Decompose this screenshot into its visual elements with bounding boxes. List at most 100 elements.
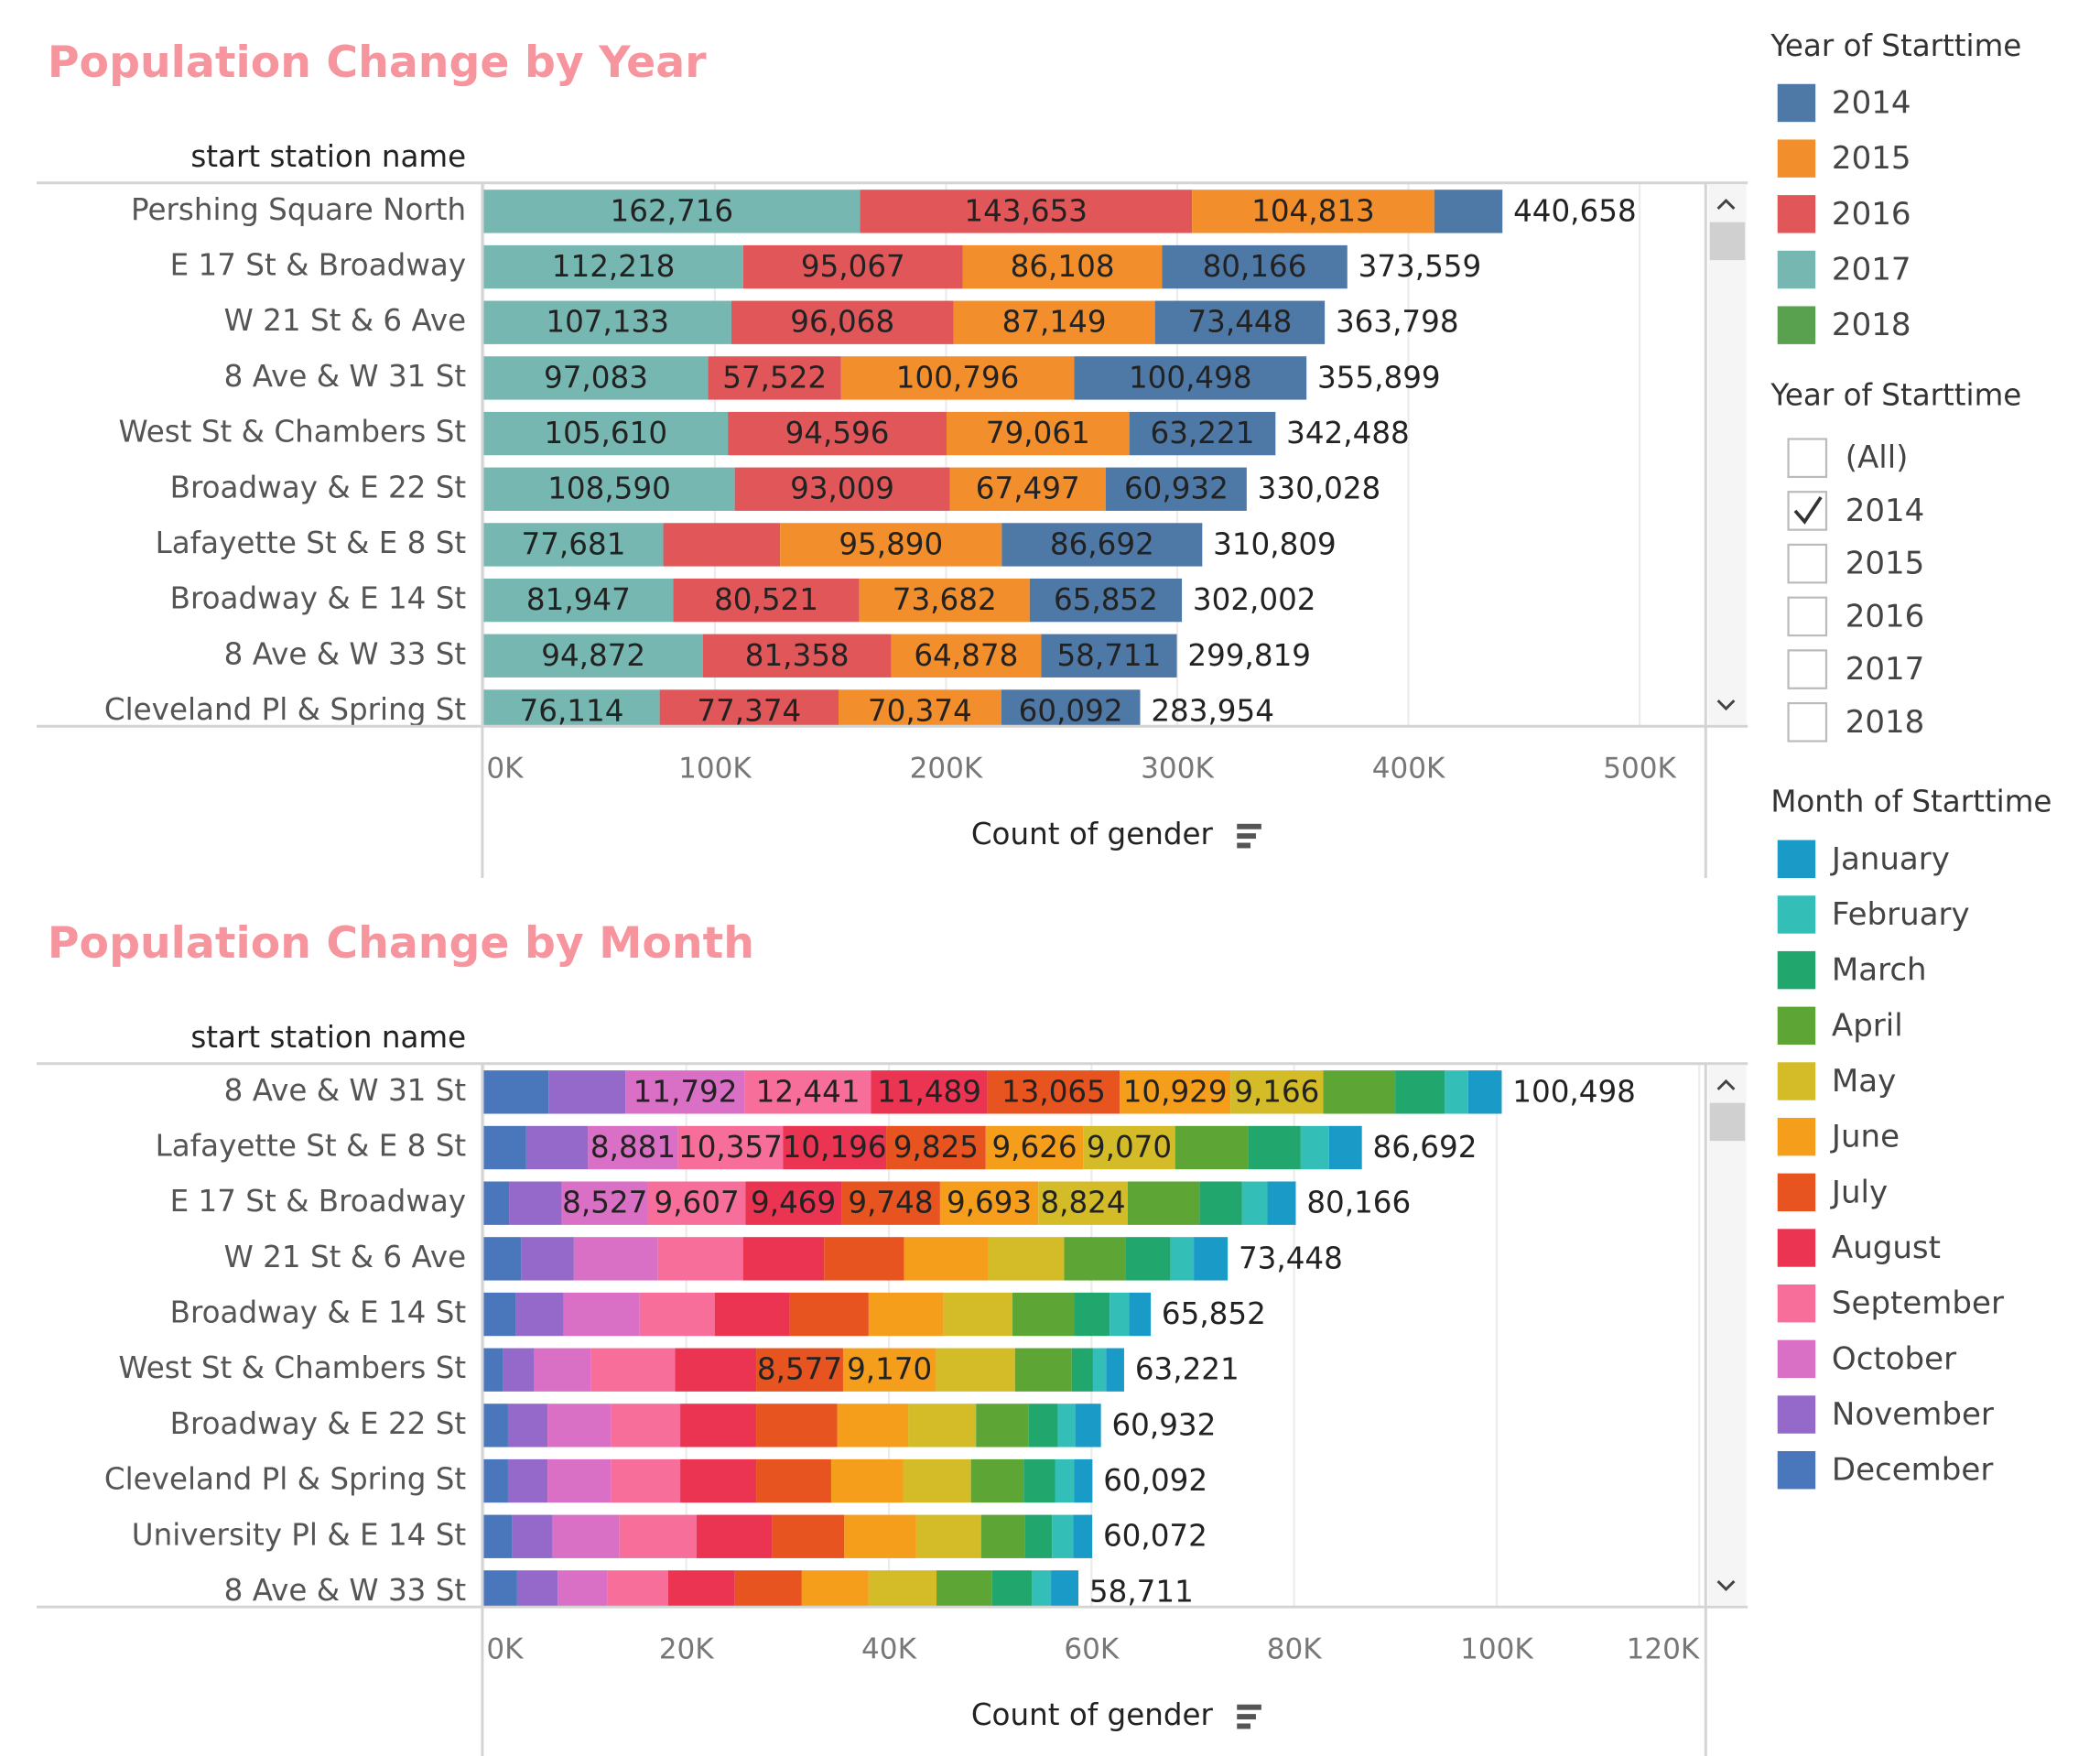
x-tick-label: 300K <box>1141 753 1215 786</box>
bar-segment <box>985 1125 1084 1170</box>
bar-segment <box>702 634 892 677</box>
category-label: Cleveland Pl & Spring St <box>104 692 466 727</box>
bar-segment <box>483 634 703 677</box>
bar-segment <box>886 1125 986 1170</box>
legend-swatch <box>1777 1284 1816 1323</box>
sort-icon[interactable] <box>1237 1723 1251 1729</box>
bar-segment <box>1074 356 1307 400</box>
bar-segment <box>1001 523 1203 567</box>
scroll-thumb[interactable] <box>1709 222 1746 261</box>
value-label: 64,878 <box>914 638 1018 673</box>
bar-segment <box>903 1458 971 1503</box>
bar-segment <box>987 1070 1120 1114</box>
total-label: 302,002 <box>1193 582 1316 617</box>
bar-segment <box>1052 1514 1074 1558</box>
scroll-up[interactable] <box>1716 198 1736 210</box>
legend-swatch <box>1777 1006 1816 1046</box>
filter-option[interactable]: 2018 <box>1846 704 1925 741</box>
x-tick-label: 80K <box>1267 1633 1324 1666</box>
bar-segment <box>507 1458 548 1503</box>
bar-segment <box>525 1125 589 1170</box>
bar-segment <box>1106 1348 1124 1392</box>
checkmark[interactable] <box>1793 496 1823 525</box>
bar-segment <box>860 190 1193 233</box>
bar-segment <box>483 1570 517 1608</box>
checkbox[interactable] <box>1787 649 1828 689</box>
filter-option[interactable]: 2017 <box>1846 651 1925 688</box>
category-label: E 17 St & Broadway <box>170 1184 467 1219</box>
bar-segment <box>731 300 954 344</box>
legend-label: November <box>1832 1396 1994 1433</box>
sort-icon[interactable] <box>1237 842 1251 849</box>
sort-icon[interactable] <box>1237 1714 1256 1720</box>
sort-icon[interactable] <box>1237 1704 1261 1710</box>
bar-segment <box>680 1458 757 1503</box>
bar-segment <box>756 1404 838 1447</box>
bar-segment <box>841 1181 940 1225</box>
bar-segment <box>824 1237 904 1281</box>
legend-label: March <box>1832 952 1927 989</box>
bar-segment <box>1055 1458 1075 1503</box>
bar-segment <box>915 1514 981 1558</box>
scrollbar[interactable] <box>1708 184 1747 725</box>
bar-segment <box>588 1125 678 1170</box>
checkbox[interactable] <box>1787 701 1828 743</box>
bar-segment <box>483 356 709 400</box>
bar-segment <box>625 1070 745 1114</box>
bar-segment <box>949 467 1106 511</box>
bar-segment <box>839 689 1001 727</box>
bar-segment <box>1064 1237 1126 1281</box>
filter-option[interactable]: 2015 <box>1846 546 1925 582</box>
scroll-thumb[interactable] <box>1709 1102 1746 1142</box>
bar-segment <box>1073 1514 1093 1558</box>
sort-icon[interactable] <box>1237 833 1256 840</box>
value-label: 105,610 <box>544 416 667 450</box>
bar-segment <box>1267 1181 1296 1225</box>
bar-segment <box>1129 411 1276 456</box>
bar-segment <box>483 467 735 511</box>
category-label: West St & Chambers St <box>118 415 466 450</box>
x-axis-title: Count of gender <box>971 1697 1214 1732</box>
category-label: W 21 St & 6 Ave <box>224 1240 466 1274</box>
bar-segment <box>844 1514 916 1558</box>
scroll-down[interactable] <box>1716 1580 1736 1592</box>
category-label: E 17 St & Broadway <box>170 248 467 283</box>
legend-swatch <box>1777 83 1816 123</box>
filter-option[interactable]: 2016 <box>1846 598 1925 634</box>
checkbox[interactable] <box>1787 438 1828 479</box>
bar-segment <box>677 1125 784 1170</box>
value-label: 10,196 <box>783 1130 887 1165</box>
value-label: 77,374 <box>697 693 801 728</box>
x-tick-label: 200K <box>910 753 984 786</box>
total-label: 73,448 <box>1239 1241 1343 1275</box>
x-tick-label: 0K <box>486 1633 525 1666</box>
filter-option[interactable]: 2014 <box>1846 493 1925 529</box>
value-label: 77,681 <box>522 526 626 561</box>
bar-segment <box>590 1348 676 1392</box>
bar-segment <box>708 356 841 400</box>
total-label: 355,899 <box>1317 360 1441 395</box>
scroll-down[interactable] <box>1716 699 1736 711</box>
value-label: 60,092 <box>1019 693 1123 728</box>
checkbox[interactable] <box>1787 596 1828 637</box>
bar-segment <box>1174 1125 1249 1170</box>
bar-segment <box>483 190 861 233</box>
bar-segment <box>842 1348 936 1392</box>
bar-segment <box>756 1458 831 1503</box>
value-label: 8,881 <box>590 1130 676 1165</box>
bar-segment <box>696 1514 773 1558</box>
scroll-up[interactable] <box>1716 1079 1736 1090</box>
sort-icon[interactable] <box>1237 823 1261 829</box>
scrollbar[interactable] <box>1708 1065 1747 1606</box>
legend-swatch <box>1777 139 1816 178</box>
filter-option[interactable]: (All) <box>1846 439 1909 476</box>
checkbox[interactable] <box>1787 543 1828 584</box>
bar-segment <box>783 1125 887 1170</box>
plot-area: Pershing Square North 162,716 143,653 104,8… <box>104 190 1637 728</box>
total-label: 283,954 <box>1151 693 1274 728</box>
bar-segment <box>573 1237 658 1281</box>
bar-segment <box>1125 1237 1171 1281</box>
bar-segment <box>1024 1514 1053 1558</box>
value-label: 80,521 <box>714 582 818 617</box>
